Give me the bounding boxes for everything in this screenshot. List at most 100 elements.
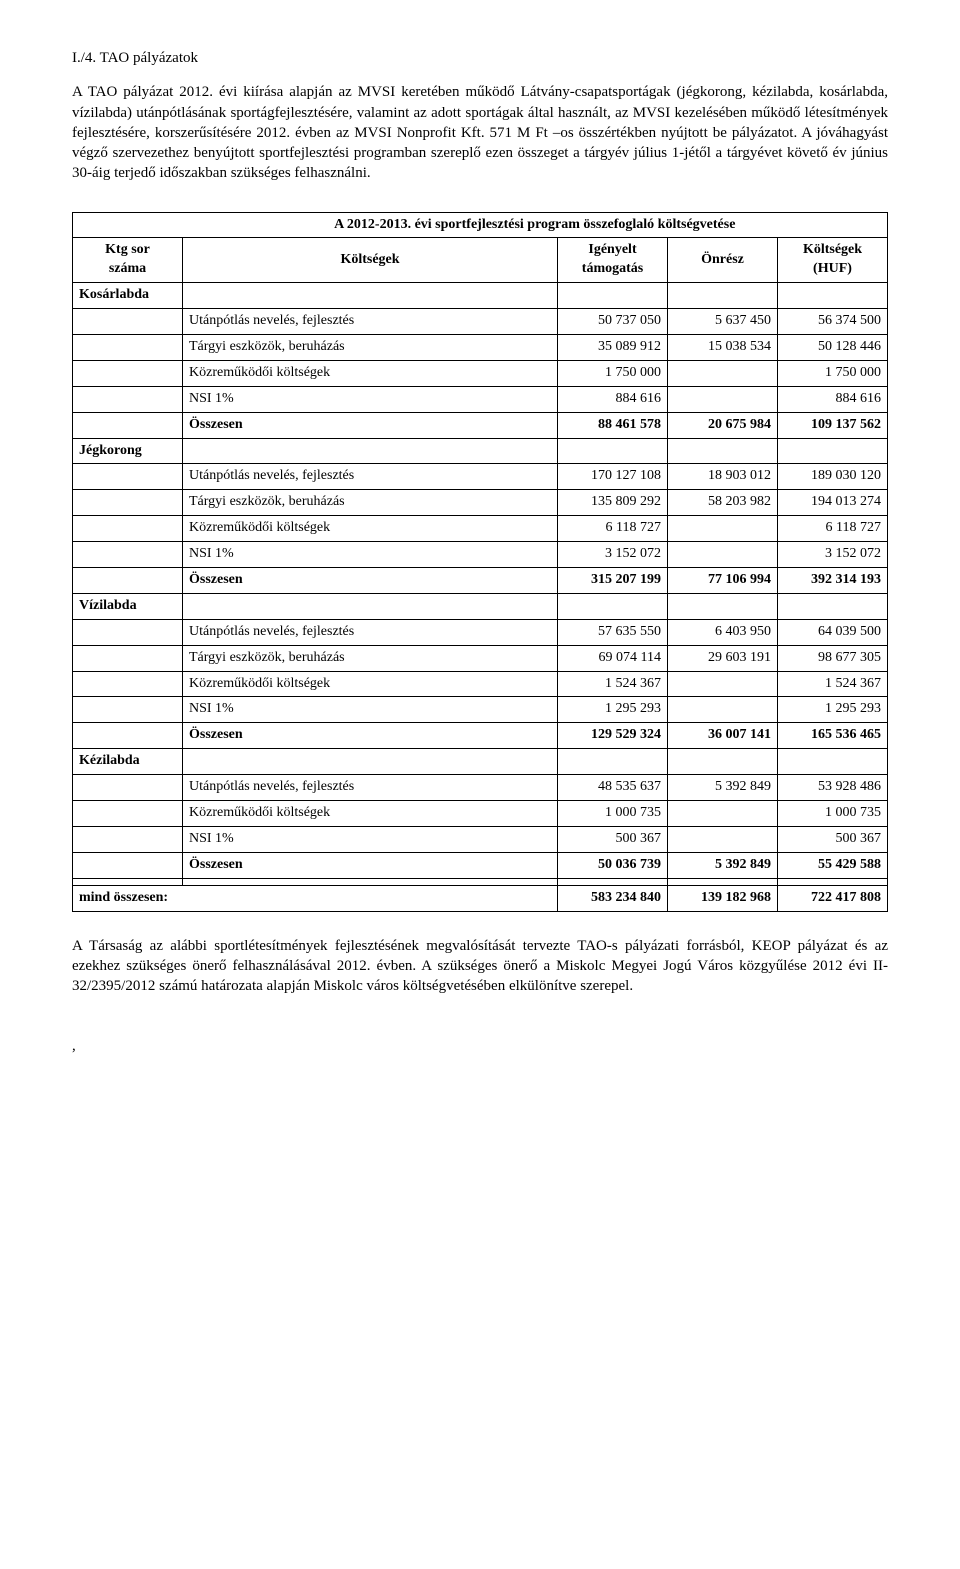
row-value [668,360,778,386]
row-value: 5 637 450 [668,309,778,335]
row-value: 57 635 550 [558,619,668,645]
budget-table: A 2012-2013. évi sportfejlesztési progra… [72,212,888,912]
section-number: I./4. TAO pályázatok [72,48,888,68]
summary-row: Összesen50 036 7395 392 84955 429 588 [73,852,888,878]
row-label: Közreműködői költségek [183,516,558,542]
summary-value: 88 461 578 [558,412,668,438]
trailing-punct: , [72,1036,888,1056]
summary-label: Összesen [183,412,558,438]
empty-cell [73,516,183,542]
row-label: Tárgyi eszközök, beruházás [183,490,558,516]
col-header: Költségek [183,238,558,283]
row-value: 15 038 534 [668,334,778,360]
col-header-first: Ktg sor száma [73,238,183,283]
row-label: NSI 1% [183,697,558,723]
table-row: NSI 1%3 152 0723 152 072 [73,542,888,568]
grand-total-label: mind összesen: [73,885,558,911]
sport-name: Jégkorong [73,438,183,464]
row-value: 1 524 367 [558,671,668,697]
row-value: 135 809 292 [558,490,668,516]
row-value: 3 152 072 [778,542,888,568]
row-value: 1 750 000 [558,360,668,386]
summary-label: Összesen [183,567,558,593]
table-row: Tárgyi eszközök, beruházás69 074 11429 6… [73,645,888,671]
empty-cell [73,309,183,335]
empty-cell [73,542,183,568]
empty-cell [778,283,888,309]
empty-cell [668,438,778,464]
row-label: Utánpótlás nevelés, fejlesztés [183,464,558,490]
row-value: 6 118 727 [558,516,668,542]
row-value: 500 367 [558,826,668,852]
row-value: 69 074 114 [558,645,668,671]
summary-value: 315 207 199 [558,567,668,593]
row-value: 1 295 293 [778,697,888,723]
empty-cell [73,464,183,490]
row-value: 56 374 500 [778,309,888,335]
intro-paragraph: A TAO pályázat 2012. évi kiírása alapján… [72,82,888,183]
col-header: Költségek (HUF) [778,238,888,283]
sport-name: Vízilabda [73,593,183,619]
empty-cell [73,723,183,749]
table-row: Utánpótlás nevelés, fejlesztés50 737 050… [73,309,888,335]
empty-cell [73,386,183,412]
grand-total-value: 722 417 808 [778,885,888,911]
table-title: A 2012-2013. évi sportfejlesztési progra… [183,212,888,238]
empty-cell [73,360,183,386]
empty-cell [558,749,668,775]
empty-cell [668,593,778,619]
empty-cell [558,593,668,619]
row-value: 98 677 305 [778,645,888,671]
summary-label: Összesen [183,852,558,878]
col-header: Igényelt támogatás [558,238,668,283]
row-value: 29 603 191 [668,645,778,671]
table-row: NSI 1%884 616884 616 [73,386,888,412]
row-value: 884 616 [558,386,668,412]
row-value: 6 403 950 [668,619,778,645]
summary-value: 165 536 465 [778,723,888,749]
row-label: Utánpótlás nevelés, fejlesztés [183,309,558,335]
empty-cell [73,645,183,671]
empty-cell [668,749,778,775]
table-row: Utánpótlás nevelés, fejlesztés170 127 10… [73,464,888,490]
empty-cell [73,852,183,878]
empty-cell [558,878,668,885]
closing-paragraph: A Társaság az alábbi sportlétesítmények … [72,936,888,997]
row-value [668,542,778,568]
summary-row: Összesen315 207 19977 106 994392 314 193 [73,567,888,593]
summary-value: 36 007 141 [668,723,778,749]
empty-cell [73,334,183,360]
table-row: Közreműködői költségek1 524 3671 524 367 [73,671,888,697]
row-label: Tárgyi eszközök, beruházás [183,334,558,360]
row-value: 48 535 637 [558,775,668,801]
row-label: NSI 1% [183,542,558,568]
row-value: 1 295 293 [558,697,668,723]
empty-cell [778,749,888,775]
row-value: 1 524 367 [778,671,888,697]
grand-total-value: 139 182 968 [668,885,778,911]
row-label: Tárgyi eszközök, beruházás [183,645,558,671]
empty-cell [558,438,668,464]
empty-cell [73,412,183,438]
empty-cell [73,800,183,826]
empty-cell [668,283,778,309]
row-value: 3 152 072 [558,542,668,568]
row-value: 1 000 735 [778,800,888,826]
empty-cell [668,878,778,885]
empty-cell [778,593,888,619]
row-value [668,516,778,542]
summary-value: 129 529 324 [558,723,668,749]
table-row: Utánpótlás nevelés, fejlesztés48 535 637… [73,775,888,801]
summary-label: Összesen [183,723,558,749]
empty-cell [73,697,183,723]
table-row: Közreműködői költségek1 750 0001 750 000 [73,360,888,386]
row-label: Utánpótlás nevelés, fejlesztés [183,619,558,645]
summary-value: 109 137 562 [778,412,888,438]
row-value: 1 000 735 [558,800,668,826]
row-label: NSI 1% [183,826,558,852]
row-value: 170 127 108 [558,464,668,490]
summary-value: 77 106 994 [668,567,778,593]
row-value: 500 367 [778,826,888,852]
empty-cell [183,283,558,309]
grand-total-value: 583 234 840 [558,885,668,911]
